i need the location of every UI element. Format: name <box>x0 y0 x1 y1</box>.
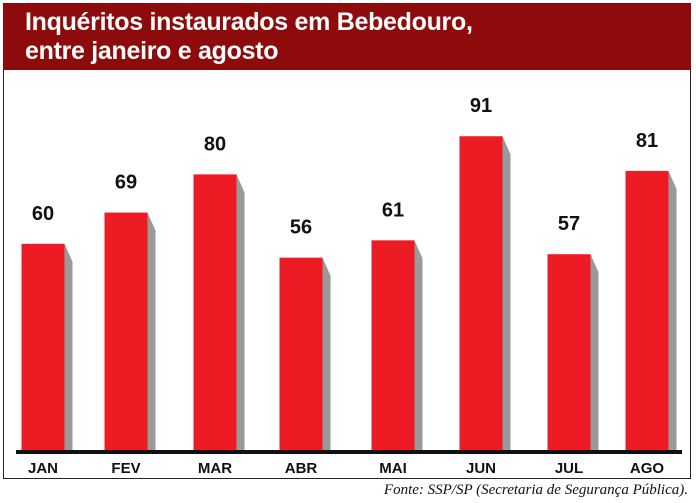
source-note: Fonte: SSP/SP (Secretaria de Segurança P… <box>383 482 688 498</box>
bar-shadow <box>147 212 156 452</box>
bar-shadow <box>322 257 331 452</box>
bar <box>279 257 323 452</box>
x-tick-label: ABR <box>285 460 318 477</box>
x-axis-line <box>16 450 682 454</box>
bar-shadow <box>590 254 599 452</box>
x-tick-label: MAR <box>198 460 232 477</box>
data-label: 69 <box>115 172 137 194</box>
bar <box>371 240 415 452</box>
bar-shadow <box>236 174 245 452</box>
data-label: 81 <box>636 130 658 152</box>
data-label: 60 <box>32 203 54 225</box>
bar-shadow <box>668 170 677 452</box>
data-label: 57 <box>558 213 580 235</box>
data-label: 56 <box>290 217 312 239</box>
bar <box>625 170 669 452</box>
bar <box>193 174 237 452</box>
chart-header: Inquéritos instaurados em Bebedouro, ent… <box>3 3 691 70</box>
bar-shadow <box>414 240 423 452</box>
x-tick-label: JAN <box>28 460 58 477</box>
x-tick-label: MAI <box>379 460 407 477</box>
chart-title: Inquéritos instaurados em Bebedouro, <box>25 8 473 36</box>
data-label: 80 <box>204 133 226 155</box>
x-tick-label: JUN <box>466 460 496 477</box>
bar-shadow <box>502 136 511 453</box>
x-tick-label: FEV <box>111 460 140 477</box>
bar <box>104 212 148 452</box>
chart-subtitle: entre janeiro e agosto <box>25 37 279 65</box>
bar <box>547 254 591 452</box>
data-label: 91 <box>470 95 492 117</box>
bar-shadow <box>64 243 73 452</box>
x-tick-label: AGO <box>630 460 665 477</box>
bar <box>459 136 503 453</box>
x-tick-label: JUL <box>555 460 583 477</box>
data-label: 61 <box>382 199 404 221</box>
bar <box>21 243 65 452</box>
